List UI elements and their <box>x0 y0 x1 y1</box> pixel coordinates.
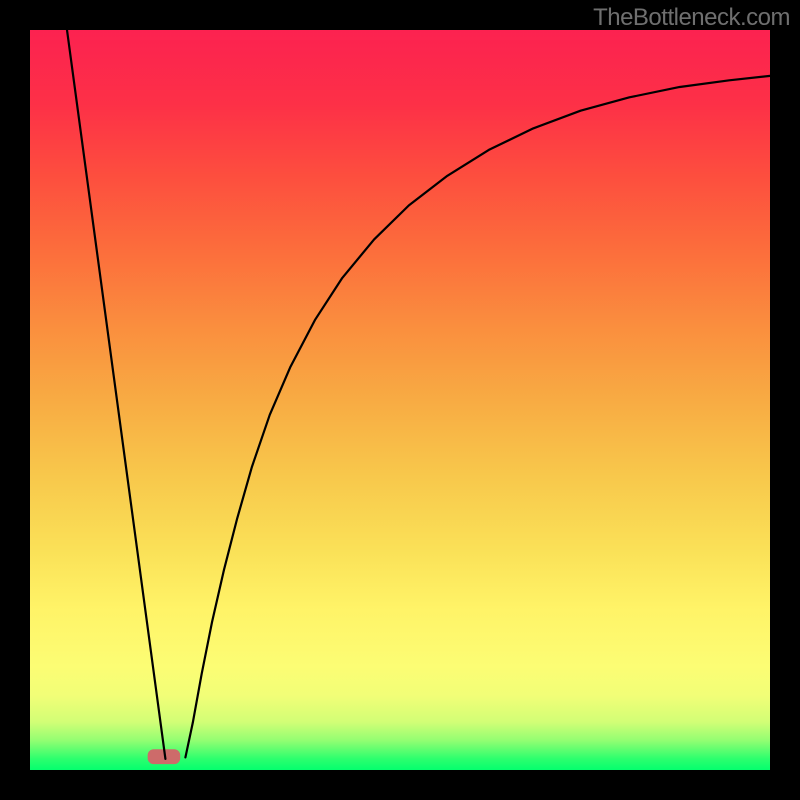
chart-plot-background <box>30 30 770 770</box>
chart-svg <box>0 0 800 800</box>
watermark-text: TheBottleneck.com <box>593 4 790 32</box>
bottleneck-chart: TheBottleneck.com <box>0 0 800 800</box>
